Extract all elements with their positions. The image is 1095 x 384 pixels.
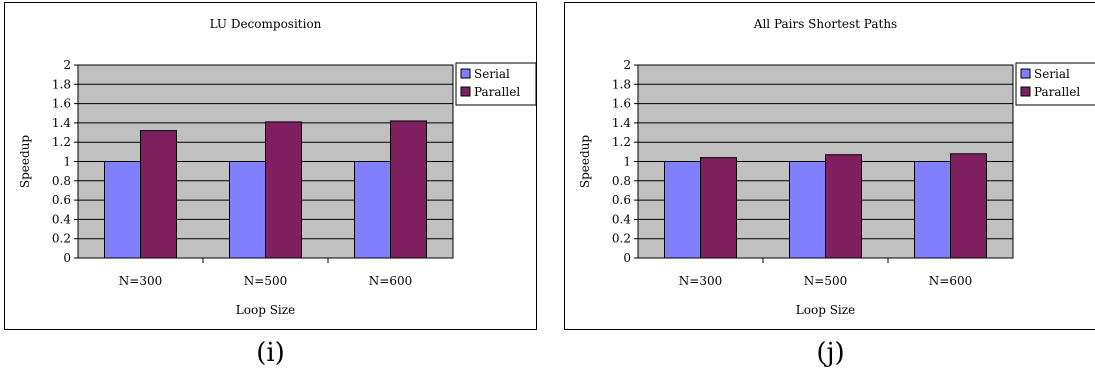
y-tick-label: 1.2 xyxy=(52,135,71,149)
legend-swatch-serial xyxy=(460,68,471,79)
chart-title: All Pairs Shortest Paths xyxy=(753,17,897,31)
x-tick-label: N=300 xyxy=(679,274,722,288)
bar-parallel xyxy=(265,121,302,259)
x-tick-label: N=600 xyxy=(369,274,412,288)
y-tick-label: 0.8 xyxy=(52,174,71,188)
y-axis-label: Speedup xyxy=(18,135,32,189)
bar-serial xyxy=(789,161,826,259)
y-tick-label: 0.4 xyxy=(612,212,631,226)
y-axis-label: Speedup xyxy=(578,135,592,189)
y-tick-label: 1.8 xyxy=(612,77,631,91)
bar-serial xyxy=(664,161,701,259)
y-tick-label: 0.6 xyxy=(52,193,71,207)
bar-parallel xyxy=(700,157,737,259)
chart-panel-apsp: All Pairs Shortest Paths 0 0.2 0.4 0.6 0.8 1 1.… xyxy=(564,2,1095,330)
legend-label-parallel: Parallel xyxy=(474,85,520,99)
y-tick-label: 1.4 xyxy=(612,116,631,130)
legend-swatch-parallel xyxy=(460,86,471,97)
y-tick-label: 0.2 xyxy=(52,232,71,246)
y-tick-label: 1.6 xyxy=(612,97,631,111)
bar-parallel xyxy=(390,120,427,259)
x-tick-label: N=500 xyxy=(244,274,287,288)
chart-panel-lu: LU Decomposition 0 0.2 0.4 0.6 0.8 1 1.2 1.4 1.6 1… xyxy=(4,2,537,330)
bar-serial xyxy=(914,161,951,259)
y-tick-label: 2 xyxy=(623,58,631,72)
y-tick-label: 0.2 xyxy=(612,232,631,246)
chart-title: LU Decomposition xyxy=(210,17,322,31)
bar-parallel xyxy=(950,153,987,259)
bar-serial xyxy=(104,161,141,259)
y-tick-label: 1.2 xyxy=(612,135,631,149)
legend-swatch-parallel xyxy=(1020,86,1031,97)
x-tick-label: N=300 xyxy=(119,274,162,288)
legend-label-serial: Serial xyxy=(474,67,510,81)
legend-swatch-serial xyxy=(1020,68,1031,79)
y-tick-label: 1 xyxy=(623,155,631,169)
y-tick-label: 1.4 xyxy=(52,116,71,130)
chart-lu: LU Decomposition 0 0.2 0.4 0.6 0.8 1 1.2 1.4 1.6 1… xyxy=(18,17,537,317)
y-tick-label: 0 xyxy=(63,251,71,265)
bar-parallel xyxy=(140,130,177,259)
y-tick-label: 0.8 xyxy=(612,174,631,188)
caption-apsp: (j) xyxy=(816,338,845,368)
y-tick-label: 0 xyxy=(623,251,631,265)
bar-parallel xyxy=(825,154,862,259)
x-axis-label: Loop Size xyxy=(796,303,855,317)
bar-serial xyxy=(354,161,391,259)
y-tick-label: 0.6 xyxy=(612,193,631,207)
y-tick-label: 2 xyxy=(63,58,71,72)
bar-serial xyxy=(229,161,266,259)
y-tick-label: 0.4 xyxy=(52,212,71,226)
chart-apsp: All Pairs Shortest Paths 0 0.2 0.4 0.6 0.8 1 1.… xyxy=(578,17,1095,317)
x-tick-label: N=600 xyxy=(929,274,972,288)
x-axis-label: Loop Size xyxy=(236,303,295,317)
y-tick-label: 1.6 xyxy=(52,97,71,111)
y-tick-label: 1 xyxy=(63,155,71,169)
x-tick-label: N=500 xyxy=(804,274,847,288)
caption-lu: (i) xyxy=(256,338,285,368)
legend-label-parallel: Parallel xyxy=(1034,85,1080,99)
legend-label-serial: Serial xyxy=(1034,67,1070,81)
y-tick-label: 1.8 xyxy=(52,77,71,91)
